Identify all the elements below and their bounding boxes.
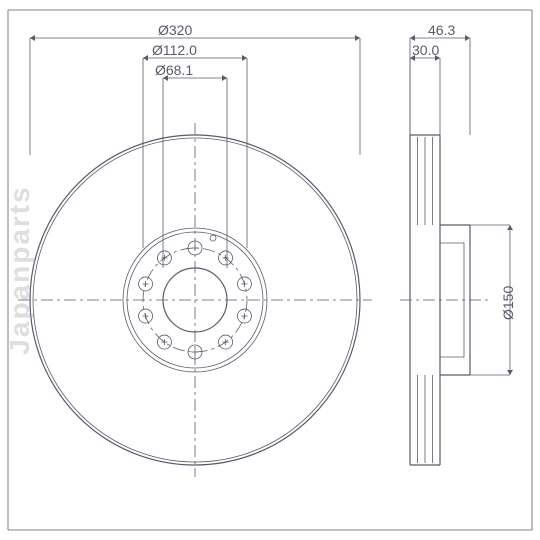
dim-hub-bore: Ø68.1	[155, 62, 193, 78]
dim-hub-height: Ø150	[500, 286, 516, 320]
dim-bolt-circle: Ø112.0	[152, 42, 197, 58]
technical-drawing	[0, 0, 540, 540]
dim-disc-width: 30.0	[412, 42, 439, 58]
dim-overall-width: 46.3	[428, 22, 455, 38]
dim-outer-diameter: Ø320	[158, 22, 192, 38]
watermark-text: Japanparts	[4, 185, 36, 354]
